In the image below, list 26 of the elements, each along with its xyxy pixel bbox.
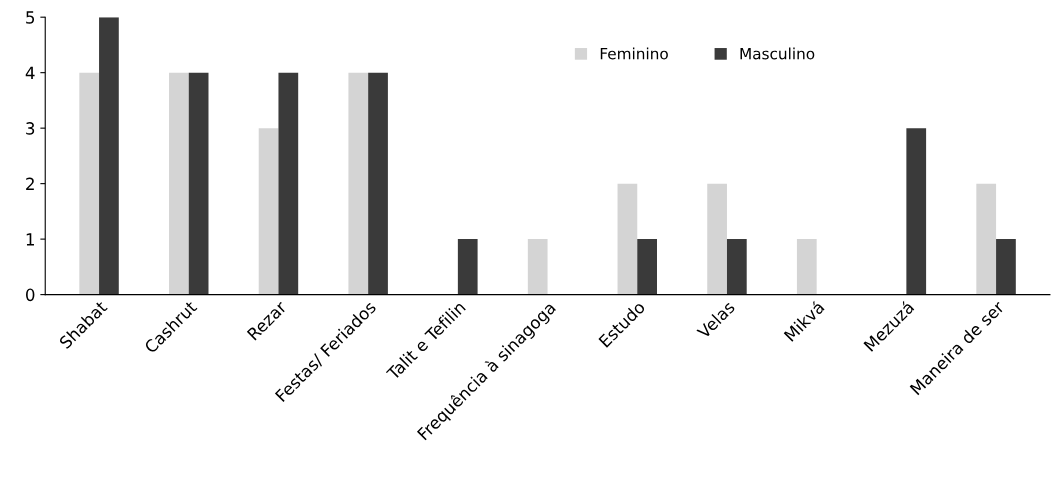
bar [457,239,478,295]
bar [527,239,548,295]
bar [996,239,1016,295]
y-tick-label: 4 [25,66,35,79]
legend-label: Feminino [600,47,668,60]
bar [906,128,927,295]
bar [99,17,119,295]
bar [258,128,279,295]
y-tick-label: 5 [26,11,35,24]
bar [79,72,100,295]
bar [348,72,369,295]
y-tick-label: 3 [26,122,35,135]
bar [637,239,657,295]
bar [368,72,388,295]
bar [188,72,209,295]
y-tick-label: 2 [26,177,34,190]
legend-label: Masculino [740,47,815,60]
bar [726,239,747,295]
bar [707,183,727,295]
bar [796,239,817,295]
y-tick-label: 0 [26,288,35,302]
bar [278,72,299,295]
bar [617,183,638,295]
y-tick-label: 1 [26,233,34,246]
bar [169,72,189,295]
bar [976,183,997,295]
